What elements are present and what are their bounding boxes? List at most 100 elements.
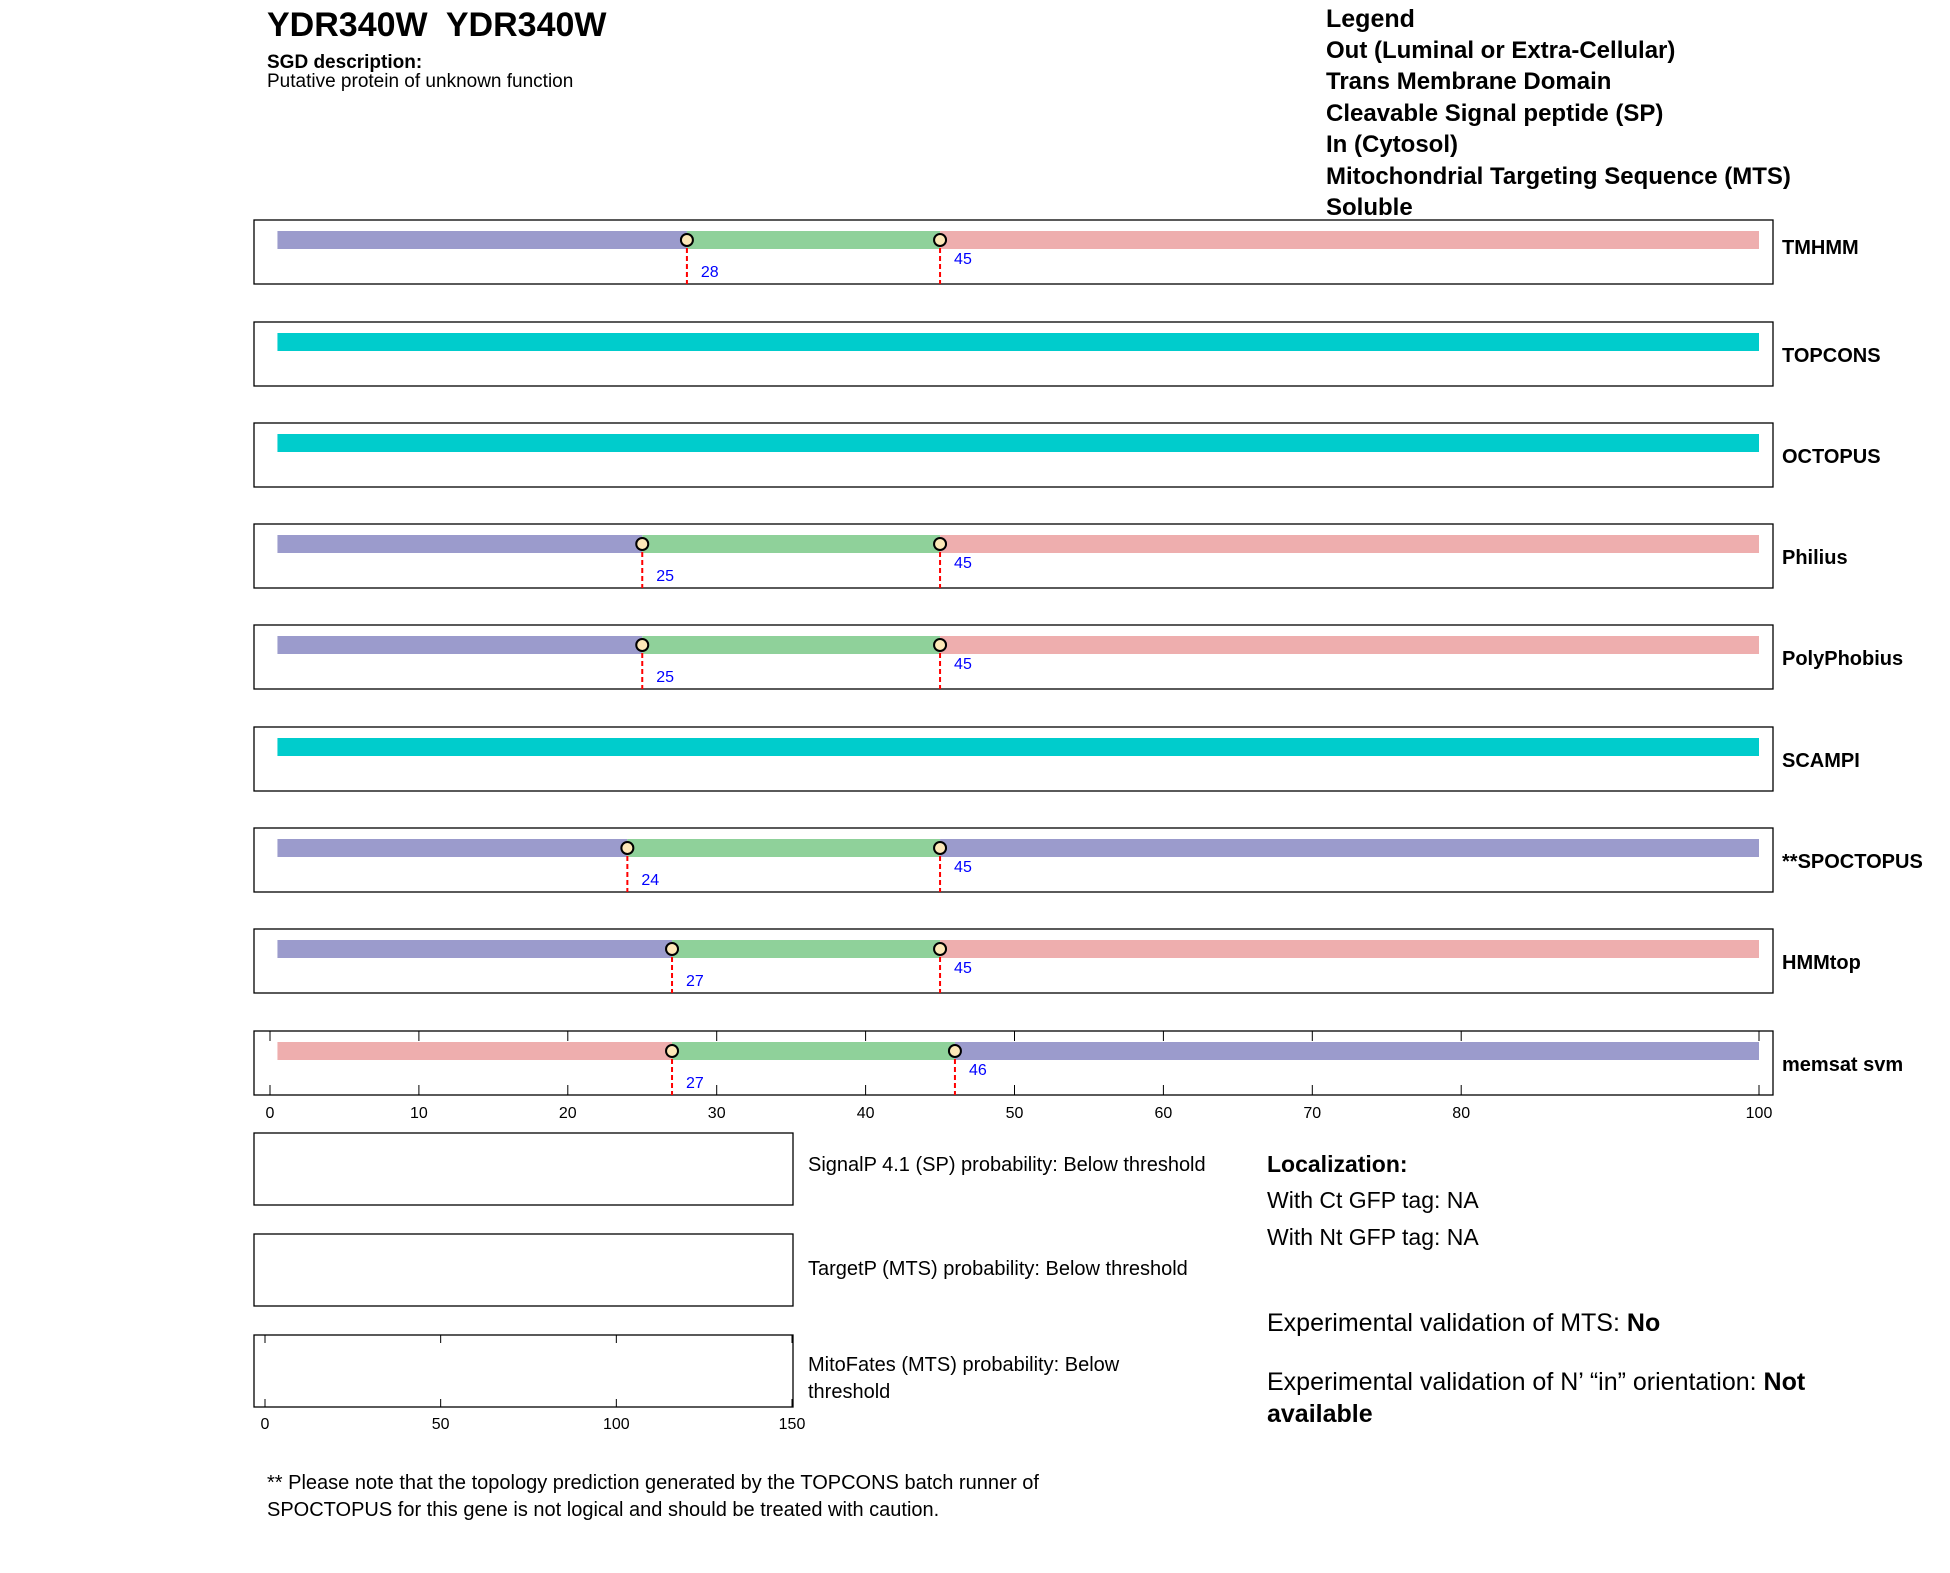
track-name-philius: Philius [1782, 547, 1848, 569]
signalp-panel [253, 1132, 794, 1206]
marker-dot-polyphobius [933, 638, 948, 652]
footnote: ** Please note that the topology predict… [267, 1472, 1039, 1521]
mitofates-probability-text: MitoFates (MTS) probability: Below thres… [808, 1354, 1120, 1403]
prob-x-tick-label: 100 [603, 1416, 630, 1433]
segment-in-polyphobius [940, 636, 1759, 654]
segment-out-hmmtop [277, 940, 673, 958]
track-box-spoctopus [253, 827, 1774, 893]
segment-in-memsat-svm [277, 1042, 673, 1060]
legend-item-tm: Trans Membrane Domain [1326, 68, 1612, 95]
marker-dot-tmhmm [679, 233, 694, 247]
marker-dot-philius [635, 537, 650, 551]
experimental-nin-value: Not available [1267, 1368, 1806, 1428]
signalp-probability-text: SignalP 4.1 (SP) probability: Below thre… [808, 1154, 1206, 1176]
x-tick-label: 20 [559, 1105, 577, 1122]
x-tick-label: 60 [1155, 1105, 1173, 1122]
legend-item-out: Out (Luminal or Extra-Cellular) [1326, 37, 1676, 64]
track-name-spoctopus: **SPOCTOPUS [1782, 851, 1923, 873]
track-name-octopus: OCTOPUS [1782, 446, 1881, 468]
legend-item-signal-peptide: Cleavable Signal peptide (SP) [1326, 100, 1664, 127]
track-box-hmmtop [253, 928, 1774, 994]
marker-dot-spoctopus [620, 841, 635, 855]
prob-x-tick-label: 150 [779, 1416, 806, 1433]
prob-x-tick-label: 50 [432, 1416, 450, 1433]
legend-title: Legend [1326, 5, 1415, 33]
segment-tm-tmhmm [686, 231, 941, 249]
segment-in-tmhmm [940, 231, 1759, 249]
marker-dot-philius [933, 537, 948, 551]
experimental-mts: Experimental validation of MTS: No [1267, 1307, 1867, 1339]
marker-dot-polyphobius [635, 638, 650, 652]
experimental-mts-label: Experimental validation of MTS: [1267, 1309, 1627, 1337]
track-name-tmhmm: TMHMM [1782, 237, 1859, 259]
targetp-panel [253, 1233, 794, 1307]
track-box-scampi [253, 726, 1774, 792]
marker-label-polyphobius: 45 [954, 656, 972, 673]
experimental-nin: Experimental validation of N’ “in” orien… [1267, 1366, 1827, 1430]
segment-out-tmhmm [277, 231, 687, 249]
segment-out-spoctopus [940, 839, 1759, 857]
marker-dot-memsat-svm [665, 1044, 680, 1058]
segment-tm-memsat-svm [672, 1042, 955, 1060]
segment-in-hmmtop [940, 940, 1759, 958]
targetp-probability-text: TargetP (MTS) probability: Below thresho… [808, 1258, 1188, 1280]
segment-tm-spoctopus [627, 839, 941, 857]
track-name-memsat-svm: memsat svm [1782, 1054, 1903, 1076]
marker-label-hmmtop: 27 [686, 973, 704, 990]
x-tick-label: 100 [1746, 1105, 1773, 1122]
x-tick-label: 70 [1303, 1105, 1321, 1122]
marker-dot-hmmtop [665, 942, 680, 956]
marker-label-spoctopus: 45 [954, 859, 972, 876]
track-box-philius [253, 523, 1774, 589]
segment-soluble-scampi [277, 738, 1759, 756]
marker-label-spoctopus: 24 [641, 872, 659, 889]
experimental-nin-label: Experimental validation of N’ “in” orien… [1267, 1368, 1764, 1396]
marker-label-hmmtop: 45 [954, 960, 972, 977]
sgd-description-label: SGD description: [267, 52, 423, 73]
x-tick-label: 10 [410, 1105, 428, 1122]
marker-dot-spoctopus [933, 841, 948, 855]
x-tick-label: 80 [1452, 1105, 1470, 1122]
sgd-description-text: Putative protein of unknown function [267, 71, 574, 92]
legend-item-soluble: Soluble [1326, 194, 1413, 221]
track-box-tmhmm [253, 219, 1774, 285]
segment-in-philius [940, 535, 1759, 553]
track-box-topcons [253, 321, 1774, 387]
marker-label-tmhmm: 28 [701, 264, 719, 281]
experimental-mts-value: No [1626, 1309, 1661, 1337]
track-name-topcons: TOPCONS [1782, 345, 1881, 367]
localization-ct: With Ct GFP tag: NA [1267, 1187, 1479, 1213]
marker-dot-tmhmm [933, 233, 948, 247]
localization-nt: With Nt GFP tag: NA [1267, 1224, 1479, 1250]
track-box-octopus [253, 422, 1774, 488]
track-box-memsat-svm [253, 1030, 1774, 1096]
segment-soluble-octopus [277, 434, 1759, 452]
mitofates-panel [253, 1334, 794, 1408]
track-box-polyphobius [253, 624, 1774, 690]
marker-label-philius: 45 [954, 555, 972, 572]
marker-label-philius: 25 [656, 568, 674, 585]
segment-tm-hmmtop [672, 940, 941, 958]
segment-out-memsat-svm [954, 1042, 1759, 1060]
segment-tm-philius [642, 535, 941, 553]
marker-label-memsat-svm: 27 [686, 1075, 704, 1092]
legend-item-mts: Mitochondrial Targeting Sequence (MTS) [1326, 163, 1791, 190]
segment-out-spoctopus [277, 839, 628, 857]
segment-out-philius [277, 535, 643, 553]
legend-item-in: In (Cytosol) [1326, 131, 1458, 158]
x-tick-label: 40 [857, 1105, 875, 1122]
track-name-scampi: SCAMPI [1782, 750, 1860, 772]
localization-title: Localization: [1267, 1151, 1408, 1177]
page-title: YDR340W YDR340W [267, 6, 607, 44]
segment-soluble-topcons [277, 333, 1759, 351]
marker-dot-hmmtop [933, 942, 948, 956]
track-name-polyphobius: PolyPhobius [1782, 648, 1903, 670]
prob-x-tick-label: 0 [261, 1416, 270, 1433]
segment-out-polyphobius [277, 636, 643, 654]
x-tick-label: 0 [266, 1105, 275, 1122]
marker-label-memsat-svm: 46 [969, 1062, 987, 1079]
x-tick-label: 30 [708, 1105, 726, 1122]
marker-label-tmhmm: 45 [954, 251, 972, 268]
track-name-hmmtop: HMMtop [1782, 952, 1861, 974]
